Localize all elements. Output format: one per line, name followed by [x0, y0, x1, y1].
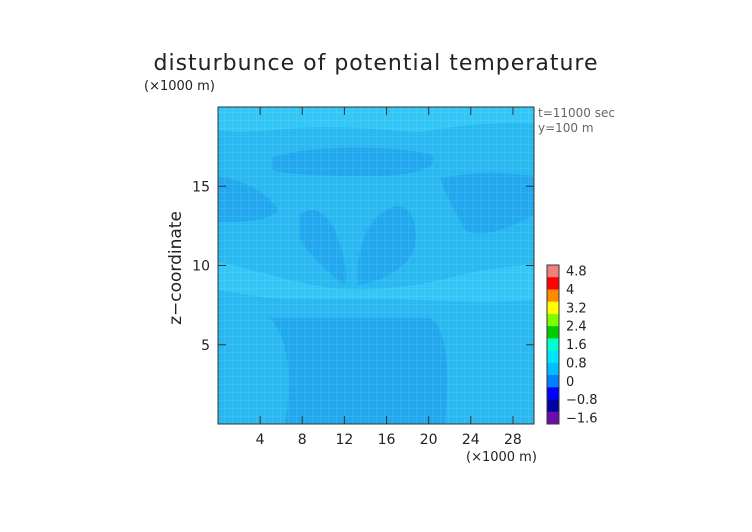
colorbar-frame	[546, 264, 560, 425]
y-axis-label: z−coordinate	[166, 211, 186, 325]
y-axis-unit: (×1000 m)	[144, 79, 215, 94]
x-tick-label: 16	[378, 432, 396, 448]
colorbar-label: 2.4	[566, 320, 587, 335]
x-axis-unit: (×1000 m)	[466, 450, 537, 465]
time-annotation: t=11000 sec	[538, 106, 615, 120]
colorbar-label: −0.8	[566, 393, 598, 408]
colorbar-segment	[547, 289, 559, 303]
x-axis: 4 8 12 16 20 24 28	[256, 107, 522, 448]
y-position-annotation: y=100 m	[538, 121, 594, 135]
plot-area	[217, 106, 535, 425]
colorbar-label: 0	[566, 375, 574, 390]
colorbar-segment	[547, 326, 559, 339]
colorbar-label: 1.6	[566, 338, 587, 353]
colorbar-segment	[547, 338, 559, 352]
colorbar-segment	[547, 375, 559, 388]
plot-grid	[218, 107, 534, 424]
x-tick-label: 8	[298, 432, 307, 448]
colorbar-segment	[547, 411, 559, 425]
colorbar-label: 4.8	[566, 265, 587, 280]
colorbar: 4.8 4 3.2 2.4 1.6 0.8 0 −0.8 −1.6	[546, 264, 598, 427]
x-tick-label: 24	[462, 432, 480, 448]
x-tick-label: 28	[504, 432, 522, 448]
colorbar-label: 4	[566, 283, 574, 298]
y-tick-label: 10	[192, 259, 210, 275]
y-axis: 5 10 15	[192, 179, 534, 354]
colorbar-segment	[547, 387, 559, 401]
colorbar-label: −1.6	[566, 412, 598, 427]
y-tick-label: 15	[192, 179, 210, 195]
chart-title: disturbunce of potential temperature	[154, 51, 599, 76]
colorbar-label: 3.2	[566, 301, 587, 316]
x-tick-label: 4	[256, 432, 265, 448]
colorbar-segment	[547, 265, 559, 278]
colorbar-segment	[547, 399, 559, 413]
colorbar-segment	[547, 350, 559, 364]
colorbar-segment	[547, 362, 559, 376]
colorbar-segment	[547, 301, 559, 315]
colorbar-segment	[547, 277, 559, 290]
x-tick-label: 12	[335, 432, 353, 448]
colorbar-segment	[547, 313, 559, 327]
y-tick-label: 5	[201, 338, 210, 354]
colorbar-label: 0.8	[566, 356, 587, 371]
x-tick-label: 20	[420, 432, 438, 448]
